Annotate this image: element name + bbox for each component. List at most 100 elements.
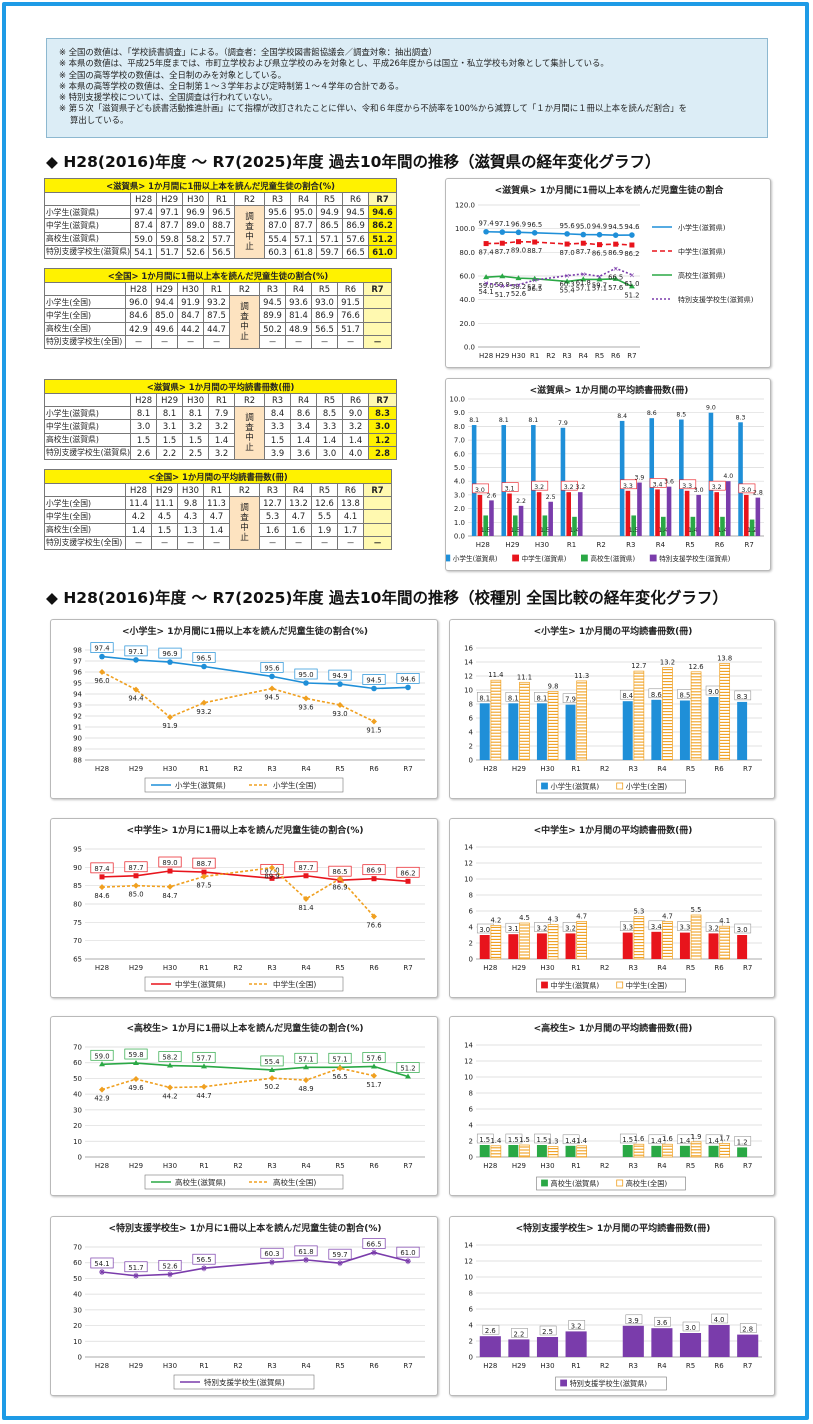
table-row: 小学生(滋賀県) 97.4 97.1 96.9 96.5 調査中止 95.6 95.0 94.9… xyxy=(43,205,398,259)
table-row: 特別支援学校生(全国) －－－－－－－－－ xyxy=(44,334,392,349)
table-cell: 3.1 xyxy=(156,419,184,434)
table-row: 中学生(全国) 4.2 4.5 4.3 4.7 5.3 4.7 5.5 4.1 xyxy=(44,509,392,524)
table-cell: 97.4 xyxy=(130,205,158,220)
data-label: 84.6 xyxy=(94,892,109,900)
y-tick-label: 12 xyxy=(464,673,473,681)
bar xyxy=(631,515,636,536)
data-label: 1.4 xyxy=(708,1137,719,1145)
table-cell: 1.6 xyxy=(285,522,312,537)
data-label: 1.4 xyxy=(490,1137,501,1145)
legend-swatch xyxy=(541,981,548,989)
data-label: 56.5 xyxy=(527,285,542,293)
note-line: ※ 全国の高等学校の数値は、全日制のみを対象としている。 xyxy=(59,69,287,80)
data-label: 3.3 xyxy=(680,924,691,932)
table-cell: 61.8 xyxy=(290,244,318,259)
y-tick-label: 12 xyxy=(464,1258,473,1266)
data-point xyxy=(580,231,587,238)
bar xyxy=(649,418,655,536)
table-cell: 94.4 xyxy=(151,295,178,310)
table-cell: 3.2 xyxy=(208,419,236,434)
legend-box xyxy=(173,1374,315,1390)
legend-swatch xyxy=(616,981,624,989)
table-cell: 96.0 xyxy=(125,295,152,310)
row-label: 特別支援学校生(全国) xyxy=(44,535,126,550)
x-tick-label: R7 xyxy=(743,1362,752,1370)
bar xyxy=(719,925,731,960)
x-tick-label: R3 xyxy=(267,964,276,972)
x-tick-label: H29 xyxy=(512,765,526,773)
x-tick-label: H30 xyxy=(535,541,549,549)
data-label-box xyxy=(682,1321,700,1332)
data-point xyxy=(133,1060,139,1066)
data-point xyxy=(337,681,343,687)
data-label: 4.0 xyxy=(714,1316,725,1324)
data-point xyxy=(337,1260,343,1267)
table-cell: 44.7 xyxy=(203,321,230,336)
bar xyxy=(708,1145,719,1157)
data-point xyxy=(201,699,207,706)
note-line: 算出している。 xyxy=(59,114,129,125)
table-cell: 42.9 xyxy=(125,321,152,336)
legend-label: 中学生(全国) xyxy=(626,981,668,990)
table-cell: － xyxy=(311,334,338,349)
x-tick-label: H30 xyxy=(540,964,554,972)
data-label: 1.5 xyxy=(508,1136,519,1144)
table-cell: 2.5 xyxy=(182,445,210,460)
data-label: 3.0 xyxy=(475,487,485,494)
table-cell: 88.7 xyxy=(208,218,236,233)
x-tick-label: R6 xyxy=(714,1362,724,1370)
y-tick-label: 60 xyxy=(73,1059,82,1067)
row-label: 高校生(全国) xyxy=(44,522,126,537)
legend-swatch xyxy=(560,1379,567,1387)
data-label: 3.0 xyxy=(479,926,490,934)
data-label: 11.1 xyxy=(517,673,532,681)
table-cell: 1.4 xyxy=(208,432,236,447)
bar xyxy=(737,935,748,959)
x-tick-label: H28 xyxy=(483,765,497,773)
table-cell xyxy=(363,321,392,336)
data-label-box xyxy=(294,1052,318,1064)
bar xyxy=(666,486,672,536)
data-label: 95.6 xyxy=(560,222,575,230)
data-label: 7.9 xyxy=(565,696,576,704)
table-header-cell: R7 xyxy=(368,392,398,408)
table-cell: 5.3 xyxy=(259,509,286,524)
legend-label: 中学生(滋賀県) xyxy=(551,981,600,990)
table-header-cell: H28 xyxy=(130,392,158,408)
bar xyxy=(651,931,662,959)
table-cell: 86.9 xyxy=(311,308,338,323)
data-label: 66.5 xyxy=(608,273,623,281)
data-point xyxy=(405,1073,411,1079)
x-tick-label: R2 xyxy=(600,765,609,773)
data-label: 49.6 xyxy=(128,1084,143,1092)
data-point xyxy=(99,653,105,660)
table-cell: － xyxy=(203,535,230,550)
data-label: 51.7 xyxy=(128,1264,143,1272)
data-point xyxy=(371,913,377,920)
table-cell: 1.4 xyxy=(342,432,370,447)
data-label: 3.2 xyxy=(571,1322,582,1330)
data-point xyxy=(628,283,635,289)
table-header-cell: H28 xyxy=(125,482,152,498)
data-label-box xyxy=(192,652,216,663)
data-point: × xyxy=(613,265,619,273)
data-label: 3.2 xyxy=(564,484,574,491)
data-label: 9.0 xyxy=(708,688,719,696)
y-tick-label: 2 xyxy=(469,743,473,751)
table-cell: 2.8 xyxy=(368,445,398,460)
table-cell: 87.5 xyxy=(203,308,230,323)
table-row: 特別支援学校生(全国) －－－－－－－－－ xyxy=(44,535,392,550)
data-point xyxy=(133,1076,139,1083)
table-cell: 9.8 xyxy=(177,496,204,511)
row-label: 高校生(全国) xyxy=(44,321,126,336)
x-tick-label: H28 xyxy=(95,1362,109,1370)
y-tick-label: 95 xyxy=(73,846,82,854)
chart-panel: <小学生> 1か月間に1冊以上本を読んだ児童生徒の割合(%) 88 89 90 91 92… xyxy=(50,619,438,799)
y-tick-label: 0.0 xyxy=(454,533,465,541)
x-tick-label: H29 xyxy=(129,765,143,773)
data-label: 11.4 xyxy=(488,671,503,679)
y-tick-label: 91 xyxy=(73,724,82,732)
table-cell xyxy=(363,522,392,537)
table-title: <滋賀県> 1か月間の平均読書冊数(冊) xyxy=(43,379,398,394)
bar xyxy=(622,1145,633,1157)
